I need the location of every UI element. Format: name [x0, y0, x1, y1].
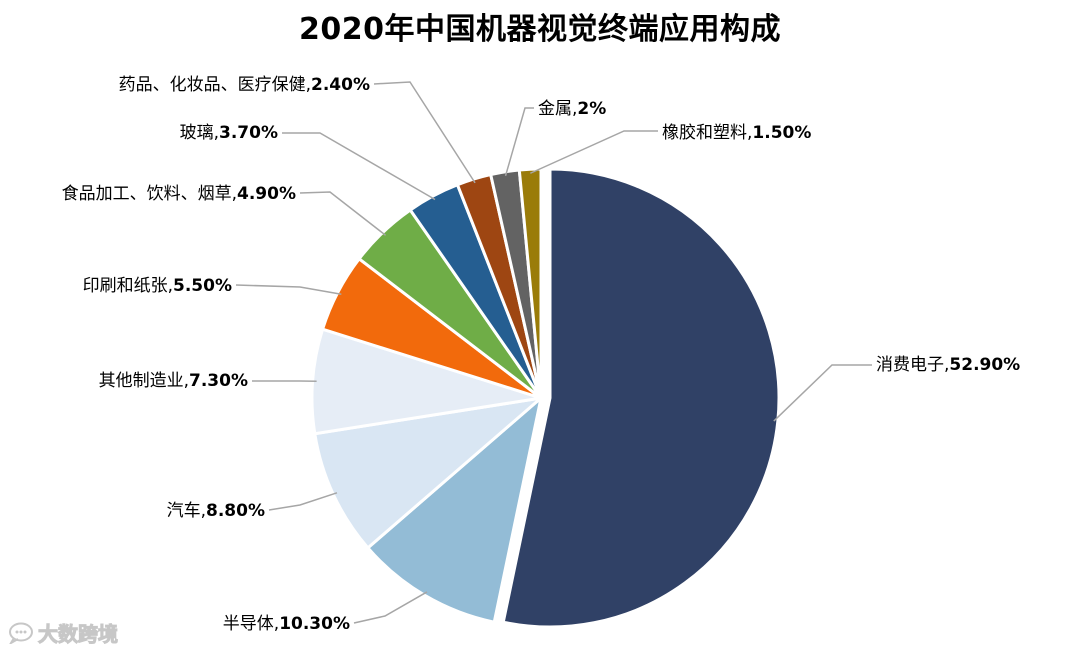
data-label-category-3: 其他制造业,: [99, 371, 189, 391]
data-label-4: 印刷和纸张,5.50%: [83, 276, 232, 296]
leader-line-0: [773, 364, 872, 422]
data-label-value-7: 2.40%: [311, 75, 370, 95]
data-label-category-9: 橡胶和塑料,: [662, 123, 752, 143]
data-label-7: 药品、化妆品、医疗保健,2.40%: [119, 75, 370, 95]
data-label-value-6: 3.70%: [219, 123, 278, 143]
data-label-category-8: 金属,: [538, 99, 577, 119]
data-label-3: 其他制造业,7.30%: [99, 371, 248, 391]
data-label-category-1: 半导体,: [223, 614, 279, 634]
data-label-value-0: 52.90%: [949, 355, 1020, 375]
data-label-category-7: 药品、化妆品、医疗保健,: [119, 75, 311, 95]
leader-line-9: [530, 130, 658, 174]
leader-line-8: [504, 107, 534, 177]
leader-line-6: [282, 132, 436, 201]
chart-title: 2020年中国机器视觉终端应用构成: [299, 12, 781, 47]
leader-lines-layer: [235, 81, 872, 624]
leader-line-4: [235, 284, 342, 295]
data-label-value-1: 10.30%: [279, 614, 350, 634]
data-label-value-5: 4.90%: [237, 184, 296, 204]
data-label-value-9: 1.50%: [752, 123, 811, 143]
data-label-value-2: 8.80%: [206, 501, 265, 521]
data-label-5: 食品加工、饮料、烟草,4.90%: [62, 184, 296, 204]
watermark-text: 大数跨境: [38, 622, 119, 647]
data-label-1: 半导体,10.30%: [223, 614, 350, 634]
speech-bubble-icon: [9, 622, 33, 644]
leader-line-1: [353, 591, 428, 624]
data-label-9: 橡胶和塑料,1.50%: [662, 123, 811, 143]
leader-line-7: [373, 81, 476, 184]
watermark: 大数跨境: [8, 618, 119, 647]
data-label-category-4: 印刷和纸张,: [83, 276, 173, 296]
pie-slice-1: [365, 393, 544, 624]
data-label-value-8: 2%: [577, 99, 606, 119]
leader-line-5: [299, 191, 387, 236]
data-label-value-4: 5.50%: [173, 276, 232, 296]
data-label-category-0: 消费电子,: [876, 355, 949, 375]
data-label-category-2: 汽车,: [167, 501, 206, 521]
data-label-6: 玻璃,3.70%: [180, 123, 278, 143]
pie-slice-0: [501, 167, 781, 629]
data-label-8: 金属,2%: [538, 99, 606, 119]
data-label-category-6: 玻璃,: [180, 123, 219, 143]
data-label-2: 汽车,8.80%: [167, 501, 265, 521]
data-label-category-5: 食品加工、饮料、烟草,: [62, 184, 237, 204]
data-label-value-3: 7.30%: [189, 371, 248, 391]
data-label-0: 消费电子,52.90%: [876, 355, 1020, 375]
slices-layer: [310, 167, 781, 629]
labels-layer: 消费电子,52.90% 半导体,10.30% 汽车,8.80% 其他制造业,7.30%…: [62, 75, 1021, 634]
leader-line-2: [268, 492, 338, 511]
